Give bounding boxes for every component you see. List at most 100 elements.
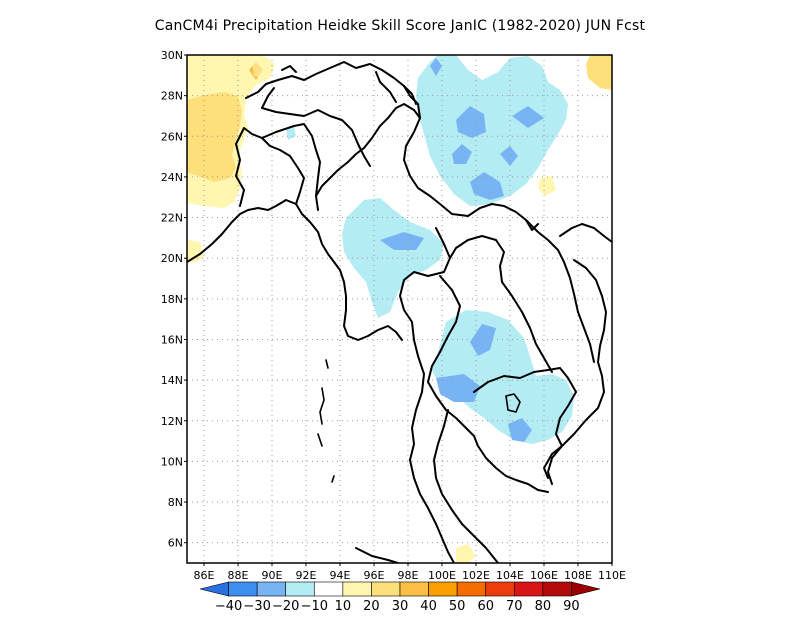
lon-tick-label: 108E [564, 569, 592, 582]
lon-tick-label: 106E [530, 569, 558, 582]
border-bhutan [261, 65, 297, 109]
colorbar-label: 60 [477, 599, 494, 614]
border-ne-india-2 [261, 107, 371, 167]
shade-negative-north-6 [512, 106, 544, 128]
china-yunnan-border [375, 71, 417, 105]
colorbar-label: 90 [563, 599, 580, 614]
lon-tick-label: 96E [364, 569, 385, 582]
latitude-labels: 6N 8N 10N 12N 14N 16N 18N 20N 22N 24N 26N 28N 30N [161, 49, 187, 550]
tonle-sap [505, 393, 521, 413]
chart-title: CanCM4i Precipitation Heidke Skill Score… [154, 18, 646, 34]
lon-tick-label: 104E [496, 569, 524, 582]
colorbar-label: −40 [215, 599, 242, 614]
colorbar-swatch [399, 581, 429, 597]
shade-positive-sw [252, 57, 274, 78]
colorbar-label: −10 [301, 599, 328, 614]
colorbar-swatch [285, 581, 315, 597]
shade-negative-north-2 [456, 106, 486, 138]
lat-tick-label: 8N [168, 496, 183, 509]
shade-positive-west-2 [187, 92, 242, 182]
country-borders [187, 61, 612, 563]
lon-tick-label: 102E [462, 569, 490, 582]
lat-tick-label: 6N [168, 537, 183, 550]
colorbar-swatch [371, 581, 401, 597]
colorbar-label: 10 [335, 599, 352, 614]
lat-tick-label: 28N [161, 90, 183, 103]
shade-negative-north-3 [452, 144, 472, 164]
colorbar [199, 581, 601, 597]
lat-tick-label: 24N [161, 171, 183, 184]
border-thai-inner [427, 275, 461, 411]
border-thailand-laos [449, 235, 553, 373]
lat-tick-label: 12N [161, 415, 183, 428]
colorbar-swatch [513, 581, 544, 597]
colorbar-swatch [485, 581, 515, 597]
border-myanmar-west [315, 103, 421, 197]
shade-negative-thailand-4 [508, 418, 532, 442]
colorbar-label: 50 [449, 599, 466, 614]
shade-negative-small-2 [440, 104, 452, 120]
lon-tick-label: 94E [330, 569, 351, 582]
colorbar-swatch [542, 581, 572, 597]
andaman-islands [317, 359, 335, 483]
border-myanmar-east [403, 117, 539, 231]
shade-positive-west-3 [187, 240, 204, 262]
colorbar-labels: −40 −30 −20 −10 10 20 30 40 50 60 70 80 90 [215, 599, 580, 614]
shade-positive-ne-2 [538, 176, 556, 196]
colorbar-swatch [456, 581, 487, 597]
skill-shading [187, 55, 612, 563]
colorbar-label: −20 [272, 599, 299, 614]
shade-positive-se [456, 544, 476, 563]
lat-tick-label: 18N [161, 293, 183, 306]
shade-negative-small-1 [286, 126, 296, 140]
colorbar-swatch [256, 581, 287, 597]
border-myanmar-thai [399, 227, 451, 461]
lon-tick-label: 88E [228, 569, 249, 582]
border-bangladesh-east [261, 123, 321, 211]
colorbar-label: −30 [243, 599, 270, 614]
lon-tick-label: 100E [428, 569, 456, 582]
colorbar-swatch [571, 581, 601, 597]
border-thailand-cambodia [473, 367, 577, 393]
shade-positive-ne [586, 55, 612, 90]
colorbar-label: 70 [506, 599, 523, 614]
border-cambodia-vietnam [543, 391, 577, 479]
colorbar-label: 40 [420, 599, 437, 614]
coastline-bengal [187, 199, 403, 341]
colorbar-label: 20 [363, 599, 380, 614]
lat-tick-label: 22N [161, 212, 183, 225]
lat-tick-label: 26N [161, 130, 183, 143]
coastline-vietnam [547, 223, 612, 485]
lat-tick-label: 10N [161, 455, 183, 468]
border-laos-vietnam [525, 219, 595, 363]
colorbar-swatch [428, 581, 458, 597]
lat-tick-label: 30N [161, 49, 183, 62]
lon-tick-label: 86E [194, 569, 215, 582]
shade-negative-north-5 [470, 172, 504, 200]
longitude-labels: 86E 88E 90E 92E 94E 96E 98E 100E 102E 104E 106E 108… [194, 563, 626, 582]
lat-tick-label: 16N [161, 333, 183, 346]
border-bangladesh [235, 127, 305, 207]
lon-tick-label: 110E [598, 569, 626, 582]
coastline-malay-east [433, 409, 499, 563]
colorbar-label: 80 [535, 599, 552, 614]
lat-tick-label: 14N [161, 374, 183, 387]
shade-negative-myanmar-2 [380, 232, 424, 250]
colorbar-label: 30 [392, 599, 409, 614]
island-sumatra-top [355, 547, 399, 563]
lon-tick-label: 98E [398, 569, 419, 582]
lat-tick-label: 20N [161, 252, 183, 265]
lon-tick-label: 92E [296, 569, 317, 582]
shade-negative-north [416, 55, 568, 206]
coastline-malay-west [409, 459, 455, 563]
shade-negative-north-7 [430, 58, 442, 76]
colorbar-swatch [199, 581, 229, 597]
colorbar-swatch [313, 581, 344, 597]
coastline-gulf-thailand [445, 409, 549, 493]
map-frame [186, 54, 613, 564]
shade-negative-thailand-2 [470, 324, 496, 356]
colorbar-swatch [342, 581, 372, 597]
lon-tick-label: 90E [262, 569, 283, 582]
colorbar-swatch [228, 581, 258, 597]
